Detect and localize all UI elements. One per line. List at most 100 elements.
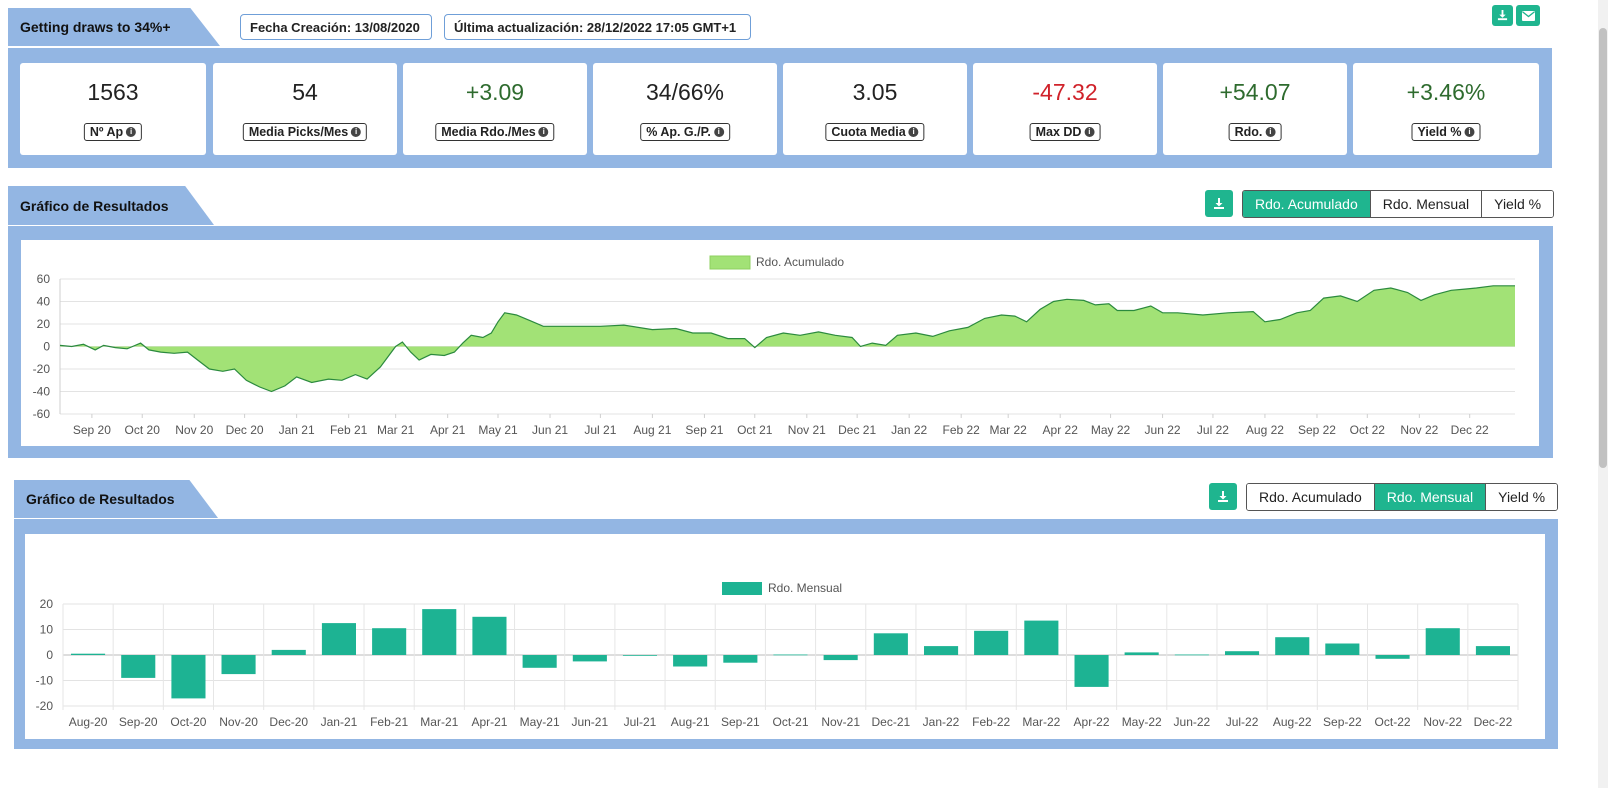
x-tick-label: Jun-21 — [571, 715, 608, 729]
info-icon[interactable]: i — [538, 127, 549, 137]
stat-label-text: Max DD — [1035, 125, 1082, 139]
stat-value: 1563 — [87, 79, 139, 105]
strategy-title: Getting draws to 34%+ — [8, 8, 220, 46]
monthly-chart: 20 10 0 -10 -20 Aug-20 Sep-20 Oct-20 Nov-20 Dec-2… — [36, 581, 1519, 729]
x-tick-label: Apr 22 — [1043, 423, 1079, 437]
bar — [522, 655, 557, 668]
section1-tab-group: Rdo. Acumulado Rdo. Mensual Yield % — [1242, 190, 1555, 218]
section2-download-button[interactable] — [1209, 483, 1237, 510]
y-tick-label: -10 — [36, 674, 54, 688]
stat-label-text: % Ap. G./P. — [646, 125, 711, 139]
y-tick-label: 10 — [40, 623, 54, 637]
x-tick-label: Apr-22 — [1074, 715, 1110, 729]
info-icon[interactable]: i — [908, 127, 919, 137]
x-tick-label: Feb 21 — [330, 423, 368, 437]
last-update-badge: Última actualización: 28/12/2022 17:05 G… — [444, 14, 751, 40]
stat-label[interactable]: Nº Ap i — [83, 123, 143, 141]
stat-label[interactable]: Media Picks/Mes i — [242, 123, 368, 141]
x-tick-label: Nov-22 — [1423, 715, 1462, 729]
stat-card: 34/66% % Ap. G./P. i — [593, 63, 777, 155]
envelope-icon — [1521, 10, 1535, 21]
bar — [1475, 646, 1510, 655]
tab-yield[interactable]: Yield % — [1481, 191, 1554, 217]
x-tick-label: May 21 — [478, 423, 518, 437]
bar — [422, 609, 457, 655]
stat-card: +54.07 Rdo. i — [1163, 63, 1347, 155]
stat-label[interactable]: Max DD i — [1029, 123, 1101, 141]
section1-download-button[interactable] — [1205, 190, 1233, 217]
bar — [572, 655, 607, 662]
x-tick-label: Sep 22 — [1298, 423, 1336, 437]
info-icon[interactable]: i — [1464, 127, 1475, 137]
tab-rdo-mensual[interactable]: Rdo. Mensual — [1369, 191, 1482, 217]
y-tick-label: -20 — [33, 362, 51, 376]
x-tick-label: Oct-22 — [1375, 715, 1411, 729]
stat-label[interactable]: Cuota Media i — [825, 123, 925, 141]
stat-label[interactable]: % Ap. G./P. i — [640, 123, 730, 141]
y-tick-label: 0 — [46, 648, 53, 662]
x-tick-label: Apr-21 — [471, 715, 507, 729]
last-update-text: Última actualización: 28/12/2022 17:05 G… — [454, 19, 737, 35]
info-icon[interactable]: i — [713, 127, 724, 137]
legend-swatch — [722, 582, 762, 595]
x-tick-label: Aug 22 — [1246, 423, 1284, 437]
bar — [221, 655, 256, 675]
stat-label[interactable]: Media Rdo./Mes i — [435, 123, 555, 141]
download-icon — [1497, 10, 1508, 21]
x-tick-label: Mar-21 — [420, 715, 458, 729]
legend-label: Rdo. Acumulado — [756, 255, 844, 269]
cumulative-chart-box: 60 40 20 0 -20 -40 -60 Sep 20 Oct 20 Nov 20 Dec 20… — [21, 240, 1539, 446]
section2-tab-group: Rdo. Acumulado Rdo. Mensual Yield % — [1246, 483, 1559, 511]
x-tick-label: May-22 — [1122, 715, 1162, 729]
x-tick-label: Jul-22 — [1226, 715, 1259, 729]
x-tick-label: Oct-21 — [772, 715, 808, 729]
x-tick-label: Jul 21 — [584, 423, 616, 437]
creation-date-badge: Fecha Creación: 13/08/2020 — [240, 14, 432, 40]
tab-rdo-acumulado[interactable]: Rdo. Acumulado — [1243, 191, 1370, 217]
bar — [271, 649, 306, 655]
bar — [723, 655, 758, 663]
x-tick-label: Jun 21 — [532, 423, 568, 437]
x-tick-label: Aug-22 — [1273, 715, 1312, 729]
x-tick-label: Sep-20 — [119, 715, 158, 729]
stat-label[interactable]: Yield % i — [1411, 123, 1481, 141]
header-email-button[interactable] — [1516, 5, 1540, 26]
info-icon[interactable]: i — [126, 127, 137, 137]
x-tick-label: Oct 20 — [125, 423, 161, 437]
tab-rdo-mensual[interactable]: Rdo. Mensual — [1373, 484, 1486, 510]
tab-yield[interactable]: Yield % — [1485, 484, 1558, 510]
header-download-button[interactable] — [1492, 5, 1513, 26]
y-tick-label: 40 — [37, 295, 51, 309]
scrollbar-thumb[interactable] — [1599, 28, 1607, 468]
stat-label[interactable]: Rdo. i — [1228, 123, 1282, 141]
x-tick-label: Jun-22 — [1174, 715, 1211, 729]
x-tick-label: Dec 20 — [226, 423, 264, 437]
x-tick-label: Apr 21 — [430, 423, 466, 437]
tab-rdo-acumulado[interactable]: Rdo. Acumulado — [1247, 484, 1374, 510]
x-tick-label: Mar 22 — [990, 423, 1028, 437]
creation-date-text: Fecha Creación: 13/08/2020 — [250, 19, 420, 35]
x-tick-label: Sep-22 — [1323, 715, 1362, 729]
x-tick-label: Jan-21 — [321, 715, 358, 729]
x-tick-label: Jul 22 — [1197, 423, 1229, 437]
stat-card: +3.09 Media Rdo./Mes i — [403, 63, 587, 155]
x-tick-label: May-21 — [520, 715, 560, 729]
x-tick-label: May 22 — [1091, 423, 1131, 437]
y-tick-label: -40 — [33, 385, 51, 399]
bar — [1225, 651, 1260, 655]
stat-label-text: Yield % — [1417, 125, 1462, 139]
bar — [974, 630, 1009, 655]
x-tick-label: Sep 21 — [685, 423, 723, 437]
y-tick-label: 20 — [40, 597, 54, 611]
info-icon[interactable]: i — [1084, 127, 1095, 137]
bar — [1124, 652, 1159, 655]
info-icon[interactable]: i — [1265, 127, 1276, 137]
bar — [622, 655, 657, 656]
bar — [924, 646, 959, 655]
strategy-title-text: Getting draws to 34%+ — [20, 19, 171, 35]
info-icon[interactable]: i — [351, 127, 362, 137]
stat-value: +3.09 — [465, 79, 525, 105]
bar — [121, 655, 156, 678]
bar — [1375, 655, 1410, 659]
y-tick-label: -60 — [33, 407, 51, 421]
